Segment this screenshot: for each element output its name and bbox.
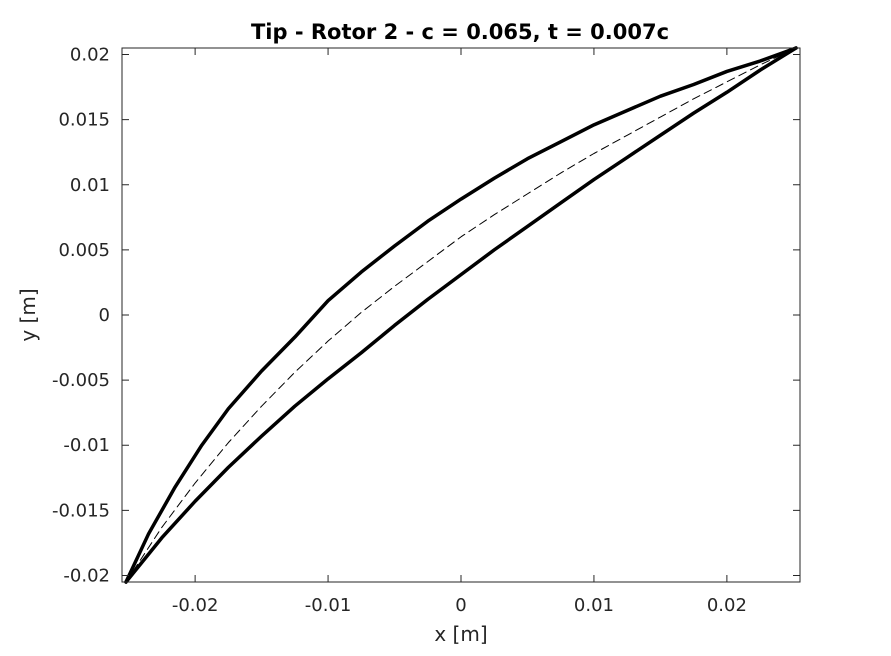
- series-line-3: [125, 47, 797, 583]
- x-tick-label: 0: [455, 595, 466, 616]
- y-axis-label: y [m]: [16, 288, 40, 341]
- x-tick-label: 0.02: [707, 595, 747, 616]
- y-tick-label: -0.02: [63, 565, 110, 586]
- x-tick-label: -0.01: [305, 595, 352, 616]
- x-axis-label: x [m]: [434, 622, 487, 646]
- plot-area: [122, 48, 800, 582]
- series-layer: [124, 46, 798, 584]
- y-tick-label: -0.01: [63, 435, 110, 456]
- x-tick-label: 0.01: [574, 595, 614, 616]
- ticks-layer: -0.02 -0.01 0 0.01 0.02 -0.02 -0.015 -0.01 -0.00…: [52, 45, 800, 616]
- y-tick-label: -0.015: [52, 500, 110, 521]
- y-tick-label: 0.01: [70, 175, 110, 196]
- y-tick-label: 0.02: [70, 45, 110, 66]
- y-tick-label: 0: [99, 305, 110, 326]
- series-line-2: [124, 46, 798, 584]
- x-tick-label: -0.02: [172, 595, 219, 616]
- series-line-1: [124, 46, 798, 584]
- y-tick-label: 0.005: [58, 240, 110, 261]
- axes-frame: [121, 47, 801, 583]
- y-tick-label: 0.015: [58, 110, 110, 131]
- chart-title: Tip - Rotor 2 - c = 0.065, t = 0.007c: [251, 20, 669, 44]
- y-tick-label: -0.005: [52, 370, 110, 391]
